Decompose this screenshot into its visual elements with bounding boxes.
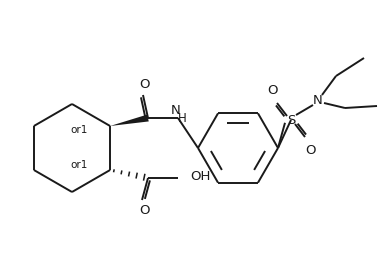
Text: N: N bbox=[171, 104, 181, 116]
Text: OH: OH bbox=[190, 171, 210, 184]
Text: O: O bbox=[140, 79, 150, 91]
Text: S: S bbox=[287, 113, 295, 126]
Polygon shape bbox=[110, 115, 149, 126]
Text: O: O bbox=[305, 144, 315, 156]
Text: N: N bbox=[313, 94, 323, 107]
Text: or1: or1 bbox=[70, 125, 87, 135]
Text: O: O bbox=[139, 205, 149, 218]
Text: or1: or1 bbox=[70, 160, 87, 170]
Text: H: H bbox=[178, 113, 186, 125]
Text: O: O bbox=[268, 84, 278, 97]
